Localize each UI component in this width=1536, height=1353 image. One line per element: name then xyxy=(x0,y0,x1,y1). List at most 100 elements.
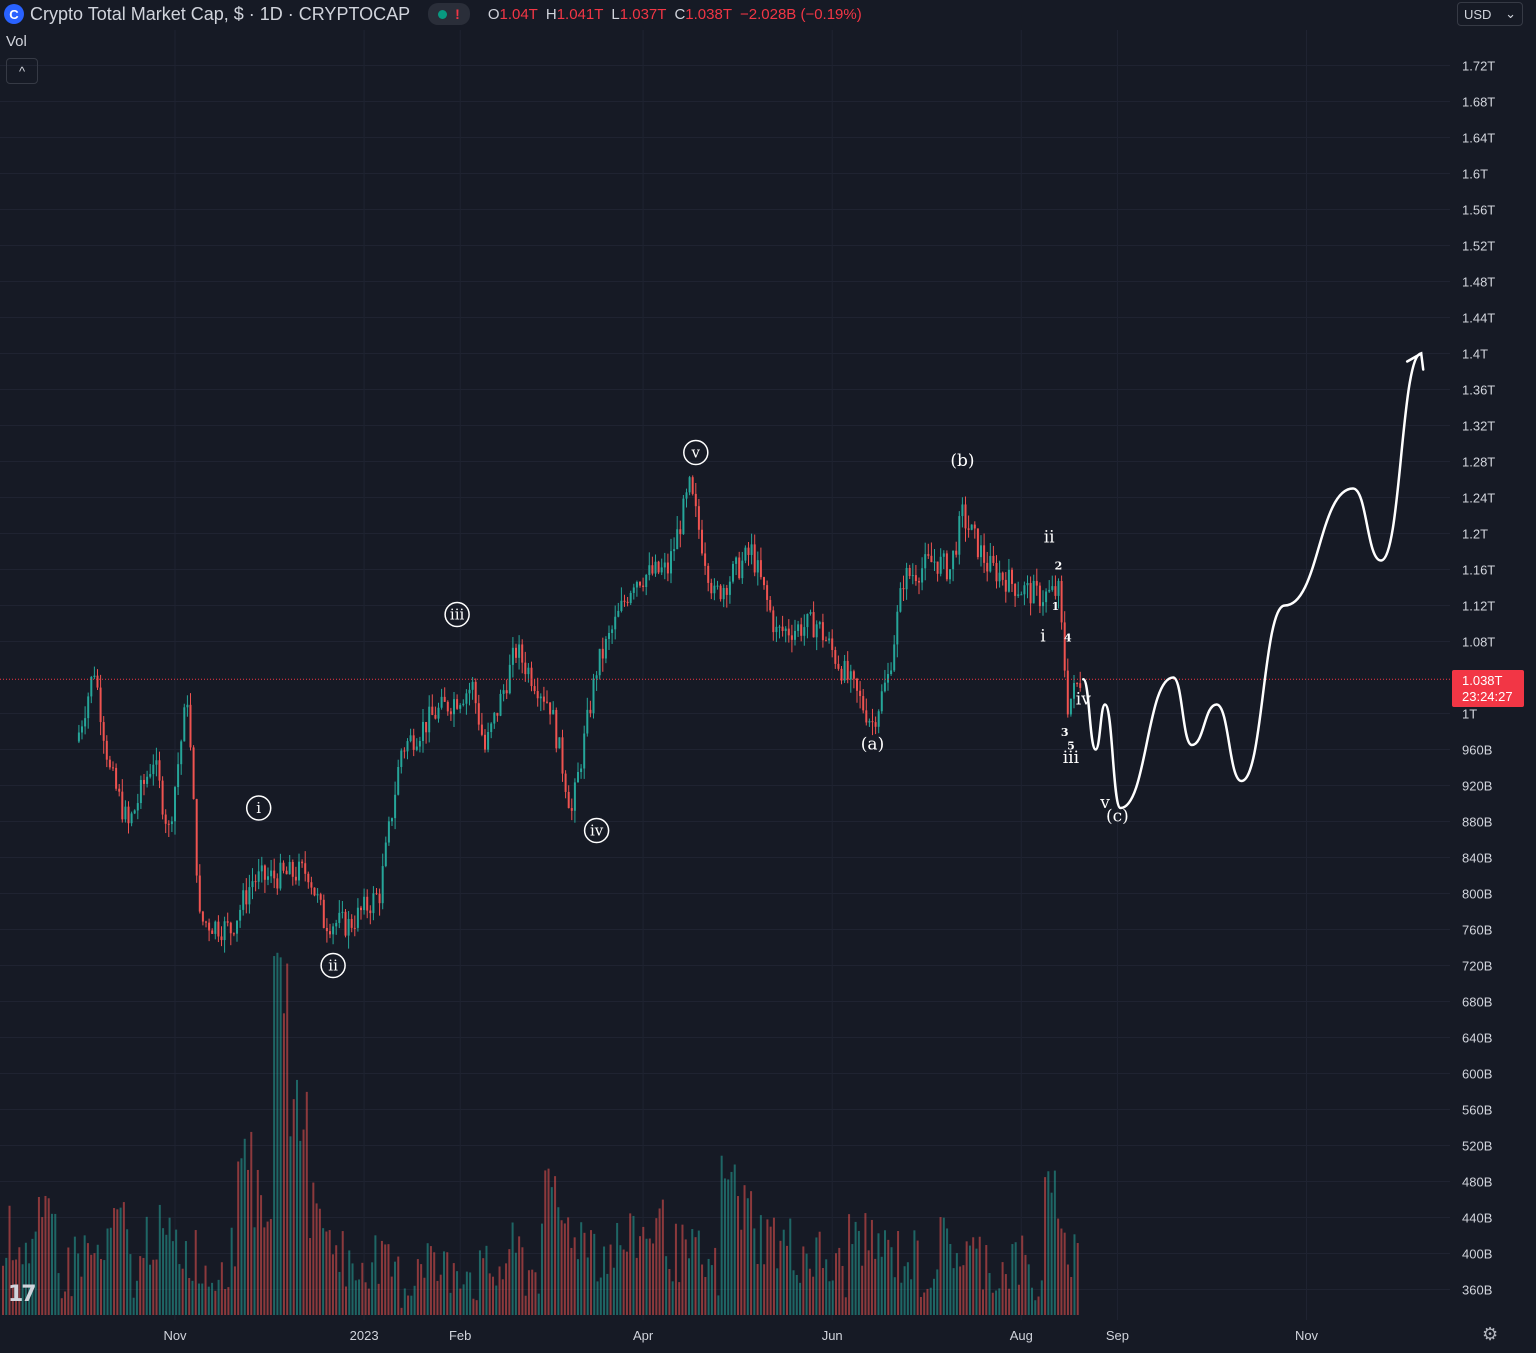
volume-bar xyxy=(387,1244,390,1315)
candle-body xyxy=(462,703,465,706)
candle-body xyxy=(722,588,725,600)
volume-bar xyxy=(351,1263,354,1315)
candle-body xyxy=(952,550,955,570)
symbol-title[interactable]: Crypto Total Market Cap, $ · 1D · CRYPTO… xyxy=(30,3,411,24)
candle-body xyxy=(871,721,874,723)
chevron-up-icon: ^ xyxy=(18,63,26,79)
candle-body xyxy=(143,779,145,784)
price-axis[interactable]: 1.72T 1.68T 1.64T 1.6T 1.56T 1.52T 1.48T 1.44T 1… xyxy=(1462,59,1495,1298)
volume-bar xyxy=(590,1230,592,1315)
volume-bar xyxy=(756,1264,759,1315)
candle-body xyxy=(989,555,992,572)
candle-body xyxy=(738,557,741,579)
volume-bar xyxy=(923,1292,926,1315)
y-tick-label: 680B xyxy=(1462,995,1492,1010)
candle-body xyxy=(896,611,899,645)
time-axis[interactable]: Nov 2023 Feb Apr Jun Aug Sep Nov xyxy=(163,1328,1318,1343)
candle-body xyxy=(927,554,930,556)
ohlc-open: O1.04T xyxy=(487,5,538,23)
volume-bar xyxy=(710,1265,713,1315)
volume-bar xyxy=(975,1248,978,1315)
volume-bar xyxy=(841,1265,844,1315)
candle-body xyxy=(852,671,855,679)
market-status[interactable]: ! xyxy=(428,3,470,25)
candle-body xyxy=(725,588,728,595)
candle-body xyxy=(477,703,480,725)
candle-body xyxy=(815,624,818,638)
volume-bar xyxy=(642,1226,645,1315)
candle-body xyxy=(818,622,821,625)
ohlc-change: −2.028B (−0.19%) xyxy=(739,5,862,23)
candle-body xyxy=(205,921,207,923)
collapse-button[interactable]: ^ xyxy=(6,58,38,84)
candle-body xyxy=(905,567,908,590)
volume-bar xyxy=(328,1230,331,1315)
candle-body xyxy=(177,764,180,788)
candle-body xyxy=(130,813,133,824)
currency-select[interactable]: USD ⌄ xyxy=(1457,2,1523,26)
candle-body xyxy=(298,861,300,881)
volume-bar xyxy=(498,1266,501,1315)
candle-body xyxy=(930,555,933,563)
volume-bar xyxy=(80,1276,83,1315)
y-tick-label: 640B xyxy=(1462,1031,1492,1046)
volume-bar xyxy=(740,1229,743,1315)
volume-bar xyxy=(867,1250,870,1315)
candle-body xyxy=(775,626,778,633)
candle-body xyxy=(521,644,524,663)
candle-body xyxy=(812,612,815,638)
volume-bar xyxy=(635,1257,638,1315)
candle-body xyxy=(887,674,889,683)
volume-bars xyxy=(2,952,1079,1315)
x-tick-label: Aug xyxy=(1010,1328,1033,1343)
volume-bar xyxy=(557,1207,560,1315)
candle-body xyxy=(1045,591,1048,603)
volume-bar xyxy=(629,1213,632,1315)
volume-bar xyxy=(799,1282,802,1315)
volume-bar xyxy=(21,1264,24,1315)
volume-bar xyxy=(456,1271,459,1315)
tradingview-logo[interactable]: 17 xyxy=(8,1282,37,1307)
volume-bar xyxy=(906,1262,909,1315)
ohlc-low: L1.037T xyxy=(611,5,667,23)
candle-body xyxy=(431,706,434,715)
candle-body xyxy=(236,920,238,934)
volume-bar xyxy=(1014,1242,1017,1315)
volume-bar xyxy=(962,1265,965,1315)
volume-bar xyxy=(648,1238,651,1315)
volume-bar xyxy=(390,1276,393,1315)
volume-bar xyxy=(988,1272,991,1315)
volume-indicator-label[interactable]: Vol xyxy=(6,33,27,50)
volume-bar xyxy=(420,1264,423,1315)
candle-body xyxy=(707,565,710,583)
candle-body xyxy=(313,887,316,896)
candle-body xyxy=(440,696,443,708)
candle-body xyxy=(899,588,902,612)
volume-bar xyxy=(230,1227,233,1315)
volume-bar xyxy=(727,1179,730,1315)
candle-body xyxy=(549,702,552,715)
volume-bar xyxy=(488,1273,491,1315)
candle-body xyxy=(245,890,248,905)
volume-bar xyxy=(380,1240,383,1315)
candle-body xyxy=(676,529,679,550)
volume-bar xyxy=(175,1229,178,1315)
candle-body xyxy=(958,516,961,555)
volume-bar xyxy=(86,1243,89,1315)
volume-bar xyxy=(397,1256,400,1315)
candle-body xyxy=(105,740,108,760)
volume-bar xyxy=(152,1259,155,1315)
candle-body xyxy=(446,701,449,712)
candle-body xyxy=(149,774,152,777)
candle-body xyxy=(657,561,660,573)
gear-icon[interactable]: ⚙ xyxy=(1482,1324,1499,1344)
volume-bar xyxy=(354,1280,357,1315)
candle-body xyxy=(443,696,446,702)
volume-bar xyxy=(746,1198,749,1315)
candle-body xyxy=(654,561,657,574)
volume-bar xyxy=(593,1233,596,1315)
candle-body xyxy=(118,788,121,792)
volume-bar xyxy=(828,1281,831,1315)
candle-body xyxy=(257,871,260,882)
